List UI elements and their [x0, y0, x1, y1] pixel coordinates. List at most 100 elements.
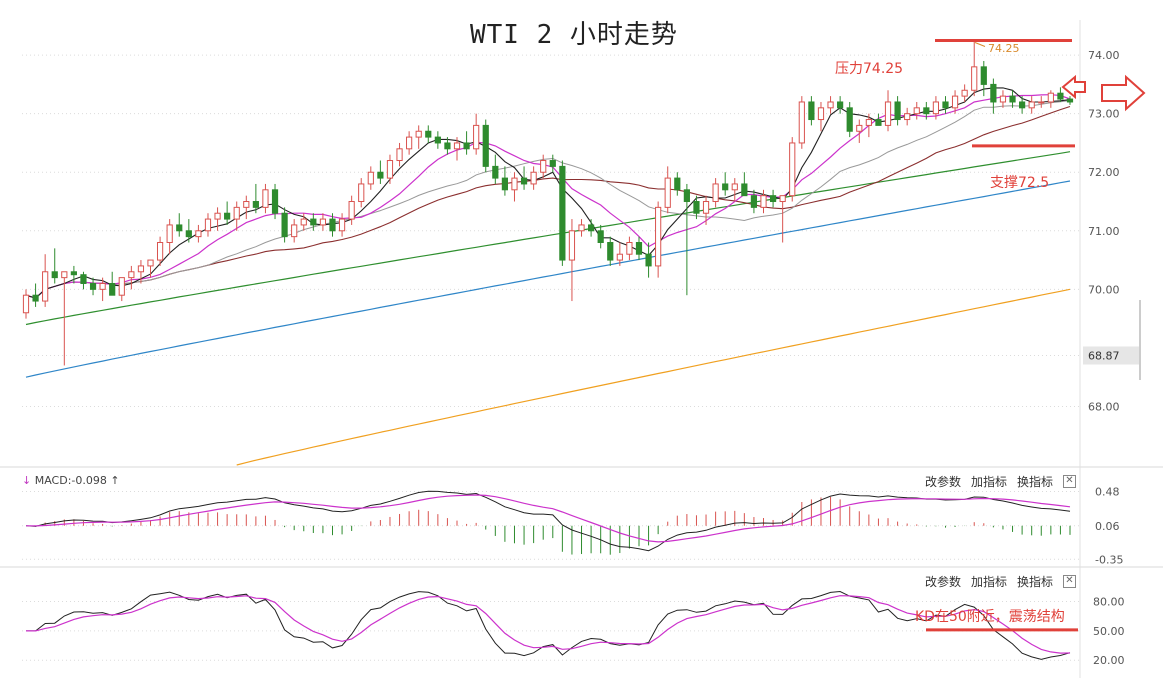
- macd-label: ↓ MACD:-0.098 ↑: [22, 474, 120, 487]
- y-tick-label: 50.00: [1093, 625, 1125, 638]
- candle-body: [674, 177, 681, 191]
- candle-body: [578, 224, 585, 232]
- candle-body: [645, 253, 652, 267]
- ma-long-line: [236, 288, 1071, 466]
- candle-body: [99, 282, 106, 290]
- y-tick-label: 74.00: [1088, 49, 1120, 62]
- macd-switch-indicator-button[interactable]: 换指标: [1017, 475, 1054, 489]
- candle-body: [271, 189, 279, 214]
- arrow-right-icon: [1101, 74, 1146, 112]
- y-tick-label: 0.06: [1095, 520, 1120, 533]
- candle-body: [224, 212, 231, 220]
- candle-body: [626, 242, 633, 255]
- peak-label: 74.25: [988, 42, 1020, 55]
- candle-body: [741, 183, 748, 197]
- candle-body: [252, 201, 259, 208]
- y-tick-label: 20.00: [1093, 654, 1125, 667]
- candle-body: [195, 230, 202, 238]
- candle-body: [865, 119, 872, 126]
- candle-body: [731, 183, 738, 191]
- candle-body: [42, 271, 49, 302]
- ma10-line: [25, 94, 1071, 299]
- candle-body: [300, 218, 307, 226]
- candle-body: [520, 177, 528, 185]
- candle-body: [951, 95, 959, 109]
- candle-body: [817, 107, 825, 121]
- peak-arrow: [974, 42, 986, 47]
- candle-body: [798, 101, 805, 144]
- kd-close-icon[interactable]: ✕: [1063, 575, 1076, 588]
- candle-body: [597, 230, 604, 244]
- candle-body: [166, 224, 173, 243]
- candle-body: [693, 201, 700, 214]
- candle-body: [894, 101, 901, 121]
- chart-title: WTI 2 小时走势: [470, 20, 678, 50]
- candle-body: [827, 101, 834, 109]
- candle-body: [463, 142, 470, 150]
- candle-body: [779, 195, 786, 203]
- candle-body: [530, 171, 537, 185]
- candle-body: [760, 195, 767, 208]
- y-tick-label: 80.00: [1093, 596, 1125, 609]
- candle-body: [549, 160, 556, 167]
- candle-body: [875, 119, 882, 126]
- candle-body: [837, 101, 844, 109]
- candle-body: [635, 242, 643, 255]
- candle-body: [137, 265, 145, 273]
- candle-body: [32, 294, 39, 302]
- candle-body: [511, 177, 518, 191]
- resistance-label: 压力74.25: [835, 61, 904, 77]
- y-tick-label: 70.00: [1088, 283, 1120, 296]
- candle-body: [473, 124, 480, 150]
- candle-body: [128, 271, 135, 279]
- candle-body: [434, 136, 441, 144]
- kd-note: KD在50附近，震荡结构: [915, 609, 1065, 625]
- candle-body: [683, 189, 690, 203]
- macd-dif-line: [25, 490, 1071, 552]
- candle-body: [61, 271, 68, 279]
- candle-body: [406, 136, 413, 150]
- candle-body: [1066, 98, 1074, 103]
- candle-body: [214, 212, 221, 220]
- candle-body: [769, 195, 777, 203]
- ma-long-line: [25, 180, 1071, 378]
- macd-close-icon[interactable]: ✕: [1063, 475, 1076, 488]
- kd-add-indicator-button[interactable]: 加指标: [971, 575, 1008, 589]
- ma30-line: [25, 105, 1071, 299]
- candle-body: [722, 183, 729, 191]
- ma20-line: [25, 100, 1071, 299]
- candle-body: [999, 95, 1007, 103]
- candle-body: [588, 224, 595, 232]
- y-tick-label: 72.00: [1088, 166, 1120, 179]
- candle-body: [607, 242, 614, 261]
- candle-body: [846, 107, 853, 132]
- candle-body: [501, 177, 508, 191]
- candle-body: [712, 183, 719, 203]
- candle-body: [1057, 92, 1064, 100]
- candle-body: [89, 282, 97, 290]
- macd-change-params-button[interactable]: 改参数: [925, 475, 962, 489]
- candle-body: [185, 230, 192, 238]
- macd-add-indicator-button[interactable]: 加指标: [971, 475, 1008, 489]
- candle-body: [655, 206, 662, 267]
- price-marker-box: [1083, 346, 1139, 365]
- price-marker-label: 68.87: [1088, 350, 1120, 363]
- arrow-left-icon: [1061, 74, 1086, 100]
- candle-body: [1047, 92, 1054, 103]
- candle-body: [664, 177, 671, 208]
- candle-body: [156, 242, 164, 261]
- candle-body: [367, 171, 374, 185]
- kd-switch-indicator-button[interactable]: 换指标: [1017, 575, 1054, 589]
- candle-body: [51, 271, 58, 279]
- kd-d-line: [26, 595, 1071, 654]
- candle-body: [80, 274, 87, 284]
- candle-body: [319, 218, 327, 226]
- kd-change-params-button[interactable]: 改参数: [925, 575, 962, 589]
- candle-body: [1009, 95, 1016, 103]
- candle-body: [559, 165, 566, 261]
- candle-body: [425, 130, 432, 138]
- macd-dea-line: [25, 494, 1071, 543]
- candle-body: [262, 189, 269, 208]
- candle-body: [980, 66, 987, 85]
